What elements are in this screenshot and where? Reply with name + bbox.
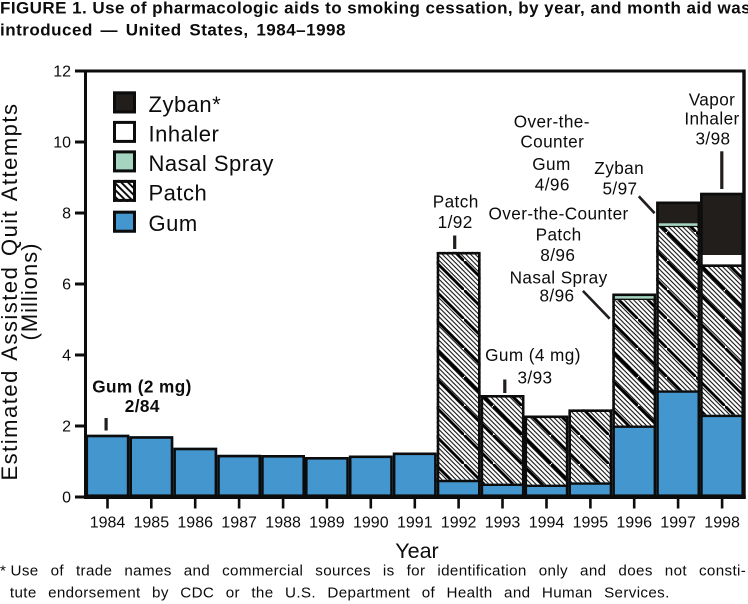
svg-text:*: * (0, 563, 6, 580)
svg-text:introduced — United States, 19: introduced — United States, 1984–1998 (0, 21, 346, 40)
svg-text:1989: 1989 (309, 515, 345, 532)
svg-text:4: 4 (62, 348, 71, 365)
svg-text:1994: 1994 (529, 515, 565, 532)
svg-text:1990: 1990 (353, 515, 389, 532)
svg-text:tute endorsement by CDC or the: tute endorsement by CDC or the U.S. Depa… (10, 585, 670, 602)
svg-text:Patch: Patch (149, 180, 208, 205)
svg-text:Counter: Counter (520, 132, 584, 152)
svg-text:Vapor: Vapor (689, 90, 736, 110)
svg-text:5/97: 5/97 (602, 178, 637, 198)
svg-text:1991: 1991 (397, 515, 433, 532)
svg-text:0: 0 (62, 490, 71, 507)
svg-text:6: 6 (62, 277, 71, 294)
svg-text:2/84: 2/84 (125, 396, 160, 416)
svg-text:8/96: 8/96 (539, 286, 574, 306)
svg-text:1984: 1984 (90, 515, 126, 532)
svg-text:1996: 1996 (616, 515, 652, 532)
svg-text:1992: 1992 (441, 515, 477, 532)
svg-text:Patch: Patch (433, 192, 479, 212)
svg-text:Zyban: Zyban (594, 158, 644, 178)
svg-text:1986: 1986 (177, 515, 213, 532)
svg-text:1995: 1995 (573, 515, 609, 532)
svg-text:Patch: Patch (536, 224, 582, 244)
svg-text:Gum: Gum (532, 154, 570, 174)
svg-text:2: 2 (62, 419, 71, 436)
svg-text:Nasal Spray: Nasal Spray (149, 151, 274, 176)
svg-text:Gum: Gum (149, 211, 198, 236)
svg-text:Estimated Assisted Quit Attemp: Estimated Assisted Quit Attempts (0, 102, 22, 480)
svg-text:1/92: 1/92 (438, 212, 473, 232)
svg-text:3/93: 3/93 (517, 368, 552, 388)
svg-text:Inhaler: Inhaler (149, 121, 220, 146)
svg-text:12: 12 (53, 64, 71, 81)
svg-text:1993: 1993 (485, 515, 521, 532)
svg-text:FIGURE 1. Use of pharmacologic: FIGURE 1. Use of pharmacologic aids to s… (0, 0, 748, 18)
svg-text:(Millions): (Millions) (17, 243, 42, 341)
svg-text:8/96: 8/96 (540, 245, 575, 265)
svg-text:Inhaler: Inhaler (684, 109, 739, 129)
svg-text:Nasal Spray: Nasal Spray (510, 268, 608, 288)
svg-text:1987: 1987 (221, 515, 257, 532)
svg-text:Use of trade names and commerc: Use of trade names and commercial source… (11, 563, 747, 580)
svg-text:4/96: 4/96 (535, 175, 570, 195)
svg-text:1997: 1997 (660, 515, 696, 532)
svg-text:8: 8 (62, 206, 71, 223)
svg-text:Year: Year (395, 539, 438, 563)
svg-text:Over-the-: Over-the- (514, 112, 590, 132)
svg-text:Over-the-Counter: Over-the-Counter (489, 204, 629, 224)
svg-text:Zyban*: Zyban* (149, 92, 222, 117)
svg-text:Gum (2 mg): Gum (2 mg) (92, 377, 192, 397)
svg-text:1985: 1985 (134, 515, 170, 532)
svg-text:Gum (4 mg): Gum (4 mg) (485, 345, 581, 365)
svg-text:10: 10 (53, 135, 71, 152)
svg-text:1988: 1988 (265, 515, 301, 532)
svg-text:1998: 1998 (704, 515, 740, 532)
svg-text:3/98: 3/98 (695, 129, 730, 149)
